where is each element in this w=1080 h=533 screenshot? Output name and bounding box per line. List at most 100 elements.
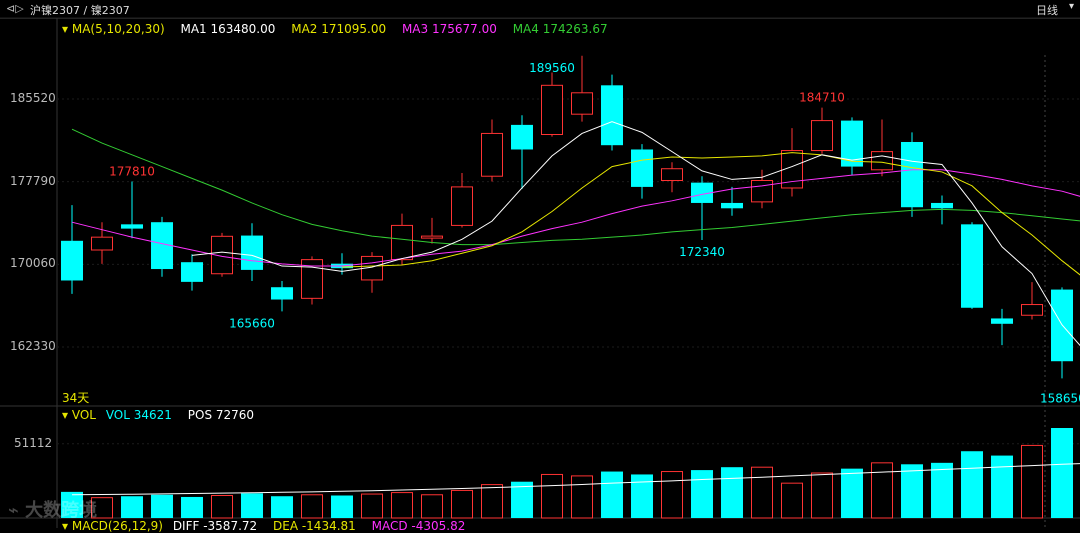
- ma2-value: MA2 171095.00: [291, 22, 387, 36]
- candle-body: [781, 150, 803, 189]
- breadcrumb[interactable]: 沪镍2307 / 镍2307: [30, 4, 130, 17]
- candle-body: [301, 259, 323, 299]
- candle-body: [841, 120, 863, 167]
- volume-bar: [871, 462, 893, 519]
- volume-bar: [691, 470, 713, 518]
- candle-body: [241, 235, 263, 270]
- volume-bar: [991, 455, 1013, 518]
- price-annotation: 172340: [679, 245, 725, 259]
- candle-body: [691, 182, 713, 203]
- ma-legend: ▾ MA(5,10,20,30) MA1 163480.00 MA2 17109…: [62, 22, 620, 36]
- candle-body: [661, 168, 683, 181]
- volume-bar: [721, 467, 743, 518]
- candle-body: [421, 235, 443, 239]
- volume-bar: [481, 484, 503, 519]
- candle-body: [61, 240, 83, 281]
- price-annotation: 158650: [1040, 391, 1080, 405]
- ma4-value: MA4 174263.67: [512, 22, 608, 36]
- vol-ma-line: [71, 463, 1080, 496]
- volume-bar: [181, 496, 203, 518]
- candle-body: [601, 85, 623, 146]
- candle-body: [121, 224, 143, 229]
- chevron-down-icon[interactable]: ▾: [62, 519, 72, 533]
- volume-bar: [361, 493, 383, 519]
- ma3-line: [71, 169, 1080, 267]
- volume-bar: [661, 471, 683, 519]
- candle-body: [481, 132, 503, 177]
- volume-bar: [961, 451, 983, 518]
- back-arrow-icon[interactable]: ⊲▷: [6, 2, 24, 15]
- volume-bar: [241, 493, 263, 518]
- days-label: 34天: [62, 391, 90, 405]
- ma2-line: [341, 152, 1080, 276]
- period-selector[interactable]: 日线: [1036, 4, 1058, 17]
- volume-bar: [391, 492, 413, 519]
- pos-value: POS 72760: [187, 408, 255, 422]
- volume-bar: [931, 462, 953, 518]
- y-tick-label: 162330: [10, 339, 56, 353]
- vol-value: VOL 34621: [105, 408, 172, 422]
- price-annotation: 177810: [109, 164, 155, 178]
- candle-body: [451, 186, 473, 226]
- volume-bar: [901, 464, 923, 518]
- candle-body: [961, 224, 983, 308]
- y-tick-label: 177790: [10, 173, 56, 188]
- price-annotation: 165660: [229, 316, 275, 330]
- ma3-value: MA3 175677.00: [401, 22, 497, 36]
- volume-bar: [271, 496, 293, 518]
- volume-bar: [1051, 428, 1073, 518]
- watermark-text: 大数跨境: [25, 500, 98, 521]
- logo-icon: ⌁: [8, 500, 26, 521]
- volume-bar: [541, 473, 563, 519]
- candle-body: [271, 287, 293, 300]
- candle-body: [631, 149, 653, 187]
- candle-body: [181, 262, 203, 282]
- chevron-down-icon[interactable]: ▾: [62, 408, 72, 422]
- volume-bar: [151, 494, 173, 518]
- volume-bar: [781, 482, 803, 519]
- vol-legend: ▾ VOL VOL 34621 POS 72760: [62, 408, 266, 422]
- candle-body: [91, 236, 113, 251]
- volume-bar: [91, 497, 113, 519]
- candle-body: [931, 202, 953, 209]
- candle-body: [541, 84, 563, 136]
- ma1-line: [191, 121, 1080, 347]
- volume-bar: [751, 466, 773, 519]
- volume-bar: [811, 472, 833, 519]
- ma1-value: MA1 163480.00: [180, 22, 276, 36]
- volume-bar: [451, 489, 473, 519]
- volume-bar: [631, 474, 653, 518]
- candle-body: [871, 151, 893, 171]
- candle-body: [391, 224, 413, 261]
- candle-body: [511, 124, 533, 150]
- chevron-down-icon[interactable]: ▾: [1068, 1, 1074, 12]
- candle-body: [1021, 304, 1043, 316]
- volume-bar: [421, 494, 443, 519]
- watermark: ⌁ 大数跨境: [8, 496, 97, 522]
- volume-bar: [571, 475, 593, 519]
- ma4-line: [71, 128, 1080, 246]
- candle-body: [571, 92, 593, 115]
- vol-tick-label: 51112: [14, 435, 53, 450]
- chevron-down-icon[interactable]: ▾: [62, 22, 72, 36]
- candle-body: [901, 141, 923, 208]
- candle-body: [811, 120, 833, 152]
- volume-bar: [1021, 444, 1043, 519]
- volume-bar: [601, 471, 623, 518]
- volume-bar: [121, 496, 143, 518]
- price-annotation: 189560: [529, 61, 575, 75]
- candle-body: [721, 202, 743, 209]
- y-tick-label: 185520: [10, 91, 56, 105]
- ma-title[interactable]: MA(5,10,20,30): [71, 22, 165, 36]
- price-annotation: 184710: [799, 91, 845, 105]
- candle-body: [211, 235, 233, 275]
- volume-bar: [841, 468, 863, 518]
- candle-body: [991, 318, 1013, 324]
- volume-bar: [331, 495, 353, 518]
- volume-bar: [211, 495, 233, 519]
- vol-title[interactable]: VOL: [71, 408, 96, 422]
- volume-bar: [511, 481, 533, 518]
- y-tick-label: 170060: [10, 256, 56, 271]
- candle-body: [151, 222, 173, 270]
